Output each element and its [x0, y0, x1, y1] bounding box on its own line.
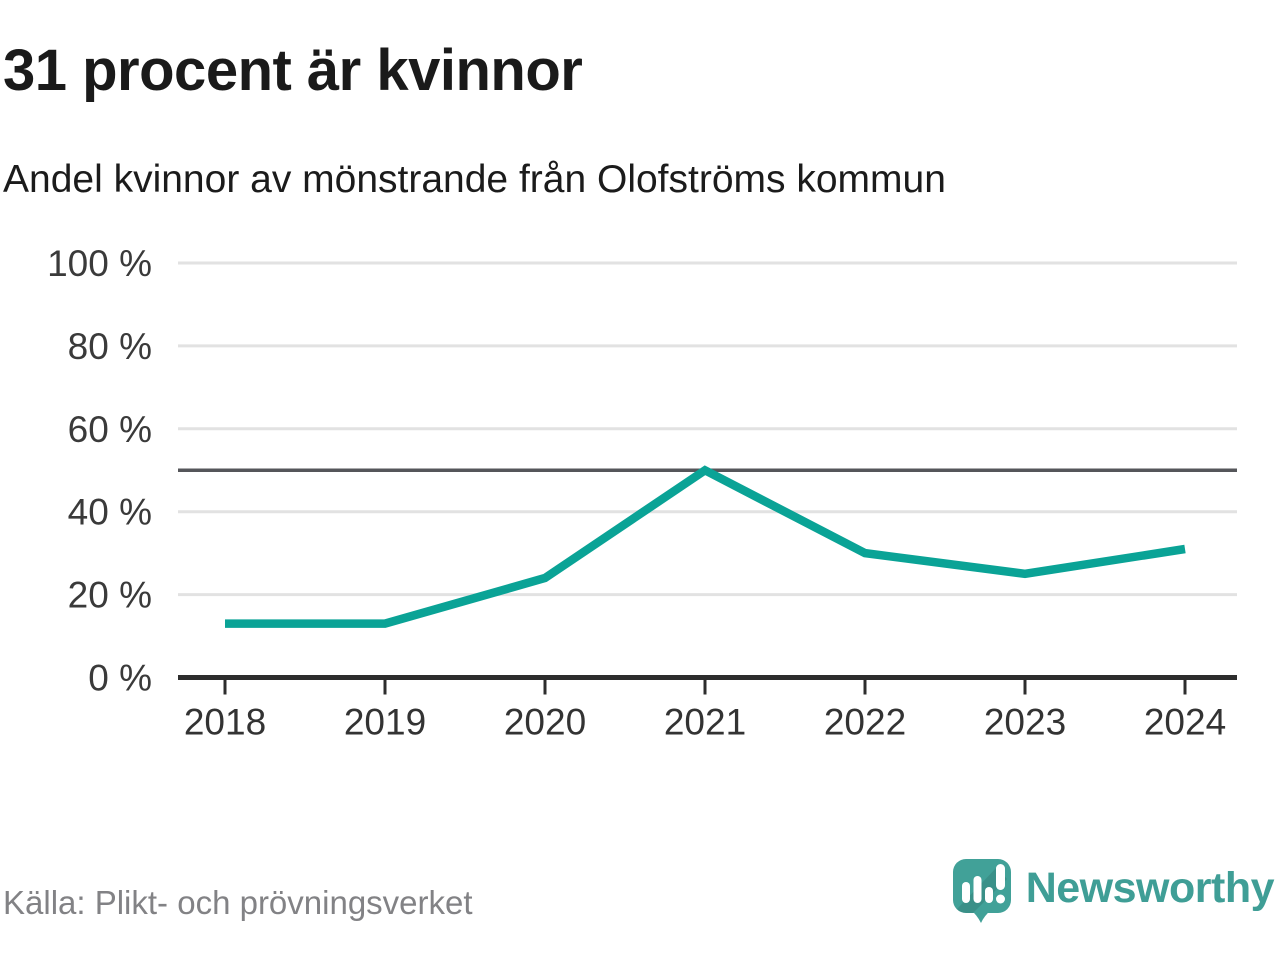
- newsworthy-logo: Newsworthy: [951, 856, 1275, 926]
- y-axis-label: 40 %: [68, 492, 152, 533]
- x-axis-label: 2018: [184, 702, 266, 743]
- bar-chart-icon: [973, 876, 982, 903]
- y-axis-label: 60 %: [68, 409, 152, 450]
- x-axis-label: 2024: [1144, 702, 1226, 743]
- page-title: 31 procent är kvinnor: [3, 38, 583, 103]
- y-axis-label: 100 %: [47, 243, 152, 284]
- chart-subtitle: Andel kvinnor av mönstrande från Olofstr…: [3, 158, 946, 201]
- newsworthy-logo-icon: [952, 859, 1011, 923]
- y-axis-label: 80 %: [68, 326, 152, 367]
- trend-line: [225, 465, 1186, 628]
- exclamation-dot-icon: [995, 894, 1005, 904]
- exclamation-icon: [995, 864, 1005, 890]
- y-axis-label: 0 %: [88, 658, 152, 699]
- x-axis-label: 2021: [664, 702, 746, 743]
- x-axis-label: 2020: [504, 702, 586, 743]
- bar-chart-icon: [961, 882, 970, 903]
- x-axis-label: 2022: [824, 702, 906, 743]
- x-axis-label: 2019: [344, 702, 426, 743]
- source-text: Källa: Plikt- och prövningsverket: [3, 884, 473, 921]
- bar-chart-icon: [984, 887, 993, 903]
- speech-bubble-tail: [969, 909, 992, 923]
- x-axis-label: 2023: [984, 702, 1066, 743]
- logo-text: Newsworthy: [1025, 863, 1275, 912]
- y-axis-label: 20 %: [68, 575, 152, 616]
- logo-shadow: [956, 867, 1007, 913]
